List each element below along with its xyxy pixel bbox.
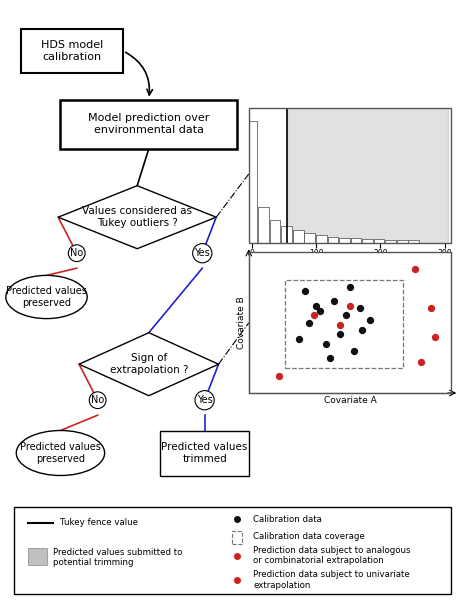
Point bbox=[322, 339, 329, 349]
Point bbox=[350, 346, 358, 355]
Point bbox=[306, 318, 313, 328]
Ellipse shape bbox=[6, 275, 87, 319]
Point bbox=[296, 335, 303, 344]
Point bbox=[316, 307, 323, 316]
Bar bbox=[339, 238, 350, 243]
Point bbox=[417, 357, 425, 367]
Bar bbox=[258, 207, 269, 243]
Point bbox=[302, 287, 309, 296]
Bar bbox=[397, 241, 407, 243]
Point bbox=[342, 311, 350, 320]
Point bbox=[411, 264, 418, 274]
Text: Yes: Yes bbox=[197, 395, 213, 405]
Bar bbox=[270, 220, 280, 243]
Bar bbox=[285, 280, 403, 368]
Text: Prediction data subject to univariate
extrapolation: Prediction data subject to univariate ex… bbox=[253, 571, 410, 590]
Text: Predicted values
preserved: Predicted values preserved bbox=[6, 286, 87, 308]
Point bbox=[330, 296, 338, 306]
Bar bbox=[351, 238, 361, 243]
Point bbox=[310, 311, 317, 320]
Point bbox=[326, 353, 333, 362]
Polygon shape bbox=[58, 185, 216, 248]
FancyBboxPatch shape bbox=[14, 507, 451, 594]
Text: Model prediction over
environmental data: Model prediction over environmental data bbox=[88, 113, 210, 135]
Bar bbox=[327, 236, 338, 243]
Point bbox=[336, 329, 344, 338]
FancyBboxPatch shape bbox=[160, 431, 249, 475]
Text: Calibration data coverage: Calibration data coverage bbox=[253, 532, 365, 541]
Point bbox=[427, 304, 434, 313]
Bar bbox=[287, 108, 448, 243]
Point bbox=[312, 301, 319, 310]
Point bbox=[359, 325, 366, 334]
Y-axis label: Covariate B: Covariate B bbox=[237, 296, 246, 349]
Point bbox=[346, 283, 353, 292]
Text: Sign of
extrapolation ?: Sign of extrapolation ? bbox=[110, 353, 188, 375]
Bar bbox=[374, 239, 385, 243]
Point bbox=[366, 315, 374, 325]
Text: Calibration data: Calibration data bbox=[253, 515, 322, 524]
Point bbox=[336, 320, 344, 330]
Bar bbox=[362, 239, 373, 243]
Text: Values considered as
Tukey outliers ?: Values considered as Tukey outliers ? bbox=[82, 206, 192, 228]
Text: Tukey fence value: Tukey fence value bbox=[60, 518, 139, 527]
Ellipse shape bbox=[16, 431, 105, 475]
FancyBboxPatch shape bbox=[28, 548, 46, 565]
FancyBboxPatch shape bbox=[21, 29, 123, 73]
Polygon shape bbox=[79, 332, 219, 396]
X-axis label: Covariate A: Covariate A bbox=[324, 396, 376, 405]
Bar bbox=[305, 233, 315, 243]
Bar bbox=[246, 121, 257, 243]
Bar bbox=[408, 241, 419, 243]
Bar bbox=[385, 241, 396, 243]
Text: Yes: Yes bbox=[194, 248, 210, 258]
Text: Predicted values submitted to
potential trimming: Predicted values submitted to potential … bbox=[53, 548, 183, 567]
FancyBboxPatch shape bbox=[60, 100, 237, 149]
Text: Predicted values
trimmed: Predicted values trimmed bbox=[161, 442, 248, 464]
Text: No: No bbox=[70, 248, 83, 258]
Point bbox=[356, 304, 364, 313]
X-axis label: Predicted values: Predicted values bbox=[315, 261, 385, 270]
Bar bbox=[281, 226, 292, 243]
Bar bbox=[293, 230, 304, 243]
Point bbox=[275, 371, 283, 381]
Point bbox=[431, 332, 438, 341]
Text: No: No bbox=[91, 395, 104, 405]
Point bbox=[346, 301, 353, 310]
Text: Predicted values
preserved: Predicted values preserved bbox=[20, 442, 101, 464]
Text: Prediction data subject to analogous
or combinatorial extrapolation: Prediction data subject to analogous or … bbox=[253, 546, 411, 565]
Text: HDS model
calibration: HDS model calibration bbox=[41, 40, 103, 62]
Bar bbox=[316, 235, 326, 243]
